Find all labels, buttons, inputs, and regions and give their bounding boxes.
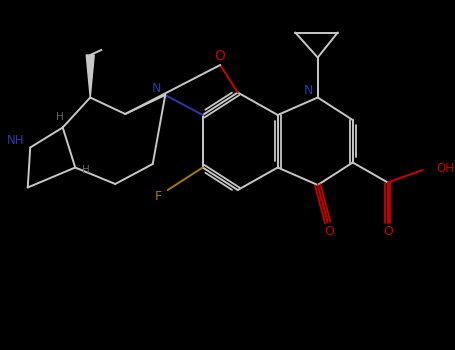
Text: OH: OH [437,162,455,175]
Text: N: N [304,84,313,97]
Text: H: H [56,112,64,121]
Text: O: O [324,225,334,238]
Text: N: N [152,83,161,96]
Text: O: O [214,49,225,63]
Text: F: F [155,189,162,203]
Text: O: O [383,225,393,238]
Text: NH: NH [6,133,24,147]
Polygon shape [86,55,94,98]
Text: H: H [82,165,90,175]
